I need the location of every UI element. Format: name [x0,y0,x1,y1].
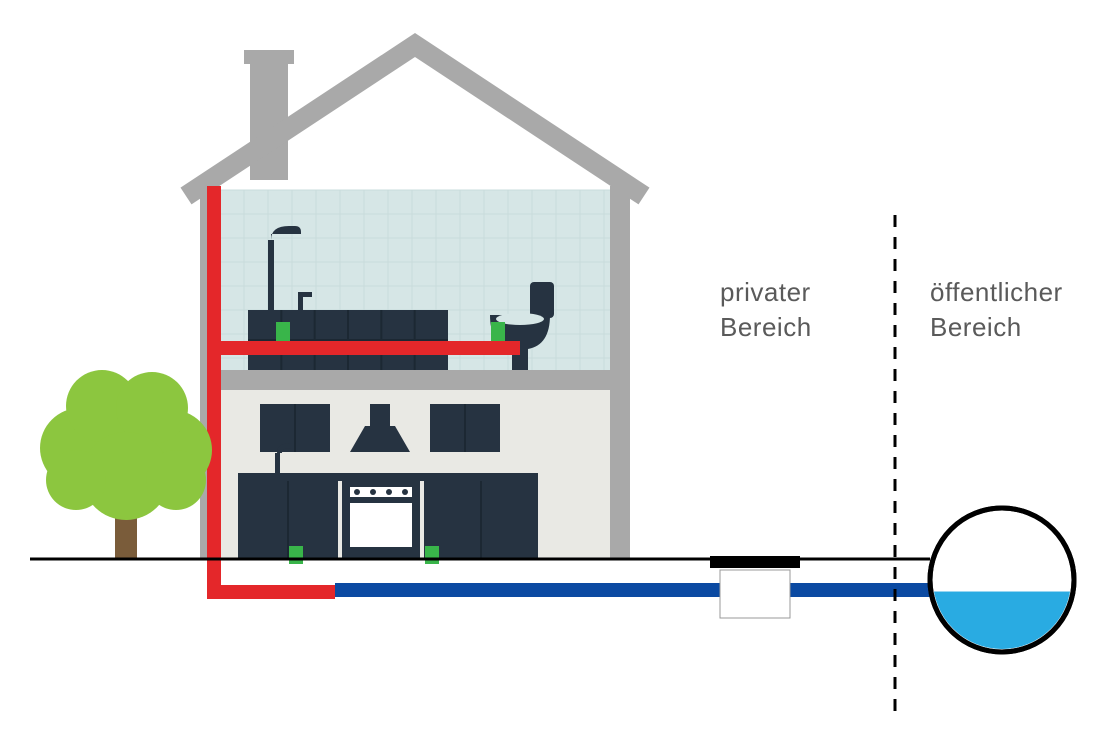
floor-slab [220,370,610,390]
kitchen-faucet-icon [275,453,280,473]
label-public-line1: öffentlicher [930,277,1063,307]
inspection-chamber [720,570,790,618]
sewer-water [930,592,1074,736]
house-drainage-diagram [0,0,1112,746]
tree-foliage [40,370,212,520]
label-private-line1: privater [720,277,811,307]
label-private-area: privater Bereich [720,275,812,345]
label-public-area: öffentlicher Bereich [930,275,1063,345]
manhole-lid [710,556,800,568]
label-private-line2: Bereich [720,312,812,342]
label-public-line2: Bereich [930,312,1022,342]
